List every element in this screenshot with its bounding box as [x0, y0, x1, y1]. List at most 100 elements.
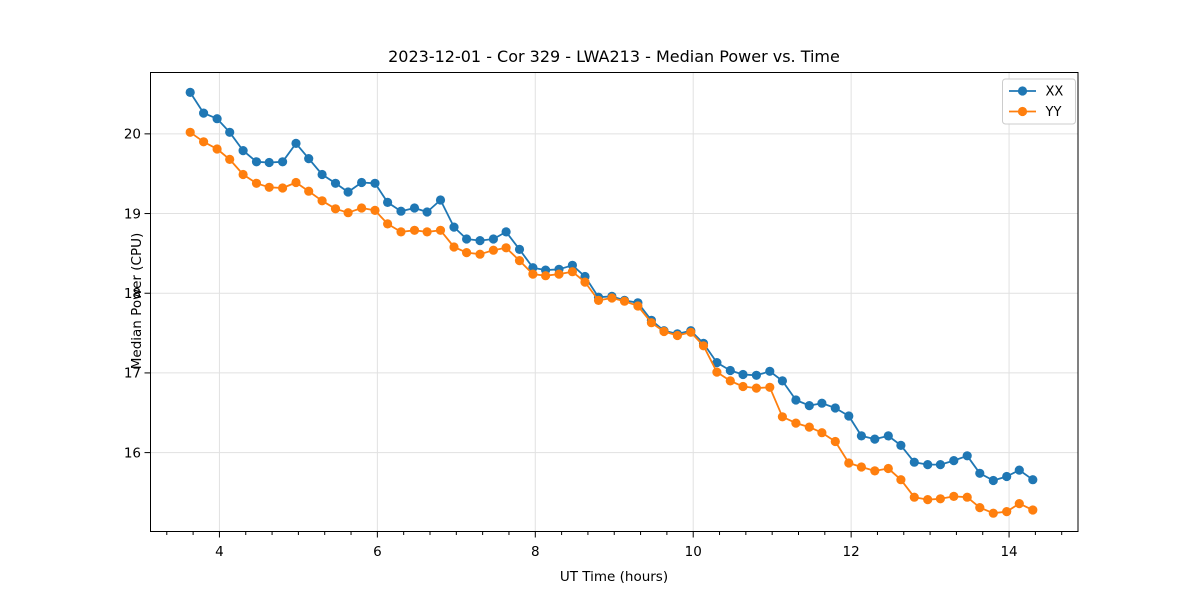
data-point-YY — [883, 463, 893, 474]
data-point-YY — [514, 256, 525, 266]
data-point-XX — [712, 358, 722, 368]
data-point-YY — [251, 178, 262, 188]
data-point-YY — [962, 492, 972, 502]
data-point-XX — [923, 460, 933, 470]
data-point-YY — [909, 492, 919, 502]
data-point-YY — [777, 412, 788, 422]
y-tick-label: 16 — [124, 445, 141, 461]
data-point-XX — [738, 369, 748, 380]
data-point-YY — [396, 227, 406, 237]
x-tick-label: 4 — [215, 544, 224, 560]
data-point-YY — [185, 127, 195, 137]
data-point-XX — [870, 434, 880, 444]
data-point-XX — [330, 178, 341, 188]
data-point-YY — [698, 341, 709, 351]
data-point-YY — [343, 208, 353, 218]
data-point-YY — [1002, 507, 1012, 517]
data-point-YY — [541, 271, 551, 281]
data-point-XX — [488, 234, 498, 244]
data-point-XX — [317, 169, 327, 180]
data-point-XX — [988, 475, 998, 486]
data-point-YY — [856, 462, 867, 472]
data-point-YY — [804, 422, 814, 432]
data-point-YY — [304, 186, 314, 196]
data-point-XX — [725, 365, 735, 376]
data-point-YY — [225, 154, 235, 164]
data-point-XX — [830, 403, 840, 413]
data-point-YY — [554, 269, 564, 279]
data-point-YY — [528, 269, 538, 279]
legend-box — [1002, 78, 1076, 125]
data-point-XX — [962, 451, 972, 461]
data-point-XX — [1002, 471, 1012, 482]
data-point-XX — [949, 456, 959, 466]
data-point-XX — [370, 178, 380, 188]
data-point-XX — [396, 206, 406, 216]
data-point-YY — [844, 458, 854, 468]
data-point-XX — [1028, 475, 1038, 485]
series-layer — [185, 87, 1038, 518]
data-point-XX — [1014, 465, 1024, 475]
series-YY — [185, 127, 1038, 518]
data-point-YY — [817, 428, 827, 438]
x-tick-label: 14 — [1000, 544, 1017, 560]
data-point-XX — [409, 203, 420, 213]
legend-label: YY — [1045, 105, 1062, 120]
data-point-XX — [435, 195, 446, 205]
data-point-YY — [449, 242, 459, 252]
data-point-XX — [883, 431, 893, 441]
data-point-YY — [409, 225, 420, 235]
data-point-YY — [593, 295, 604, 305]
data-point-YY — [317, 196, 327, 206]
data-point-YY — [580, 277, 590, 287]
data-point-XX — [185, 87, 195, 97]
data-point-YY — [830, 436, 840, 447]
data-point-YY — [435, 225, 446, 235]
y-axis-label: Median Power (CPU) — [129, 233, 145, 369]
data-point-YY — [672, 330, 683, 341]
data-point-XX — [935, 460, 946, 470]
data-point-YY — [738, 381, 748, 392]
data-point-YY — [751, 383, 762, 393]
data-point-YY — [475, 249, 485, 259]
x-tick-label: 6 — [373, 544, 382, 560]
data-point-YY — [949, 491, 959, 501]
data-point-YY — [988, 508, 998, 518]
data-point-YY — [422, 227, 432, 237]
data-point-XX — [357, 177, 367, 188]
data-point-YY — [291, 177, 301, 188]
data-point-XX — [856, 431, 867, 441]
data-point-XX — [449, 222, 459, 232]
data-point-XX — [264, 157, 274, 168]
data-point-XX — [528, 263, 538, 273]
data-point-YY — [278, 183, 288, 193]
data-point-YY — [765, 382, 775, 392]
x-tick-label: 8 — [531, 544, 540, 560]
data-point-YY — [923, 495, 933, 505]
x-tick-label: 12 — [843, 544, 860, 560]
legend-label: XX — [1046, 85, 1064, 100]
data-point-YY — [686, 327, 696, 337]
data-point-XX — [975, 468, 985, 478]
data-point-YY — [1028, 505, 1038, 515]
series-XX — [185, 87, 1038, 486]
data-point-XX — [791, 395, 801, 405]
data-point-XX — [462, 234, 472, 244]
data-point-YY — [633, 301, 643, 311]
axes: 4 6 8 10 12 14 16 17 18 19 20 — [124, 72, 1079, 560]
data-point-XX — [383, 197, 393, 207]
data-point-XX — [199, 108, 209, 118]
data-point-YY — [975, 503, 985, 513]
data-point-YY — [712, 367, 722, 377]
data-point-YY — [370, 205, 380, 215]
data-point-XX — [817, 398, 827, 408]
data-point-YY — [501, 243, 511, 253]
data-point-YY — [238, 169, 248, 180]
data-point-YY — [646, 318, 657, 328]
data-point-YY — [462, 248, 472, 258]
data-point-YY — [725, 376, 735, 386]
data-point-XX — [422, 207, 432, 217]
data-point-XX — [304, 154, 314, 164]
data-point-YY — [935, 494, 946, 504]
x-tick-label: 10 — [685, 544, 702, 560]
